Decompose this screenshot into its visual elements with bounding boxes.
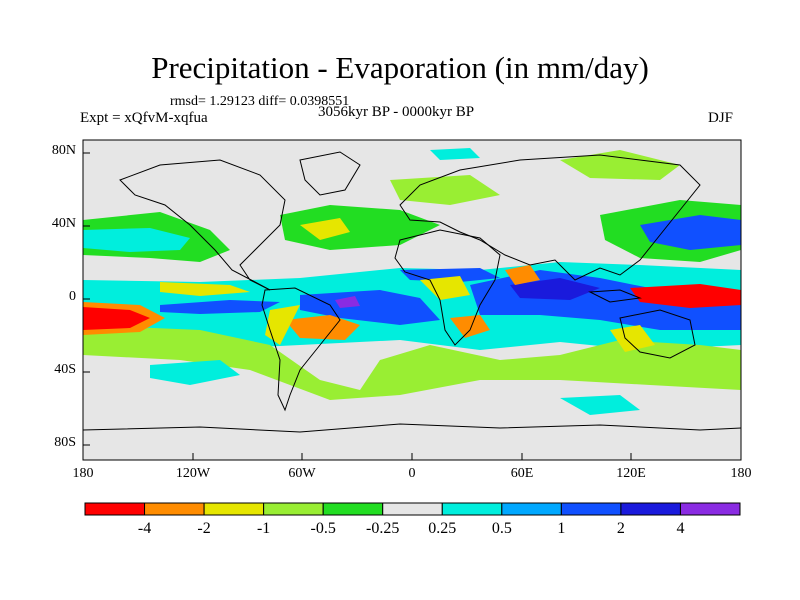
precip-field [83, 148, 741, 415]
field-blue-itcz-atlantic [300, 290, 440, 325]
lon-label-180w: 180 [72, 466, 94, 481]
colorbar-label: 4 [676, 520, 685, 537]
field-red-east-pacific [83, 307, 150, 330]
stats-text: rmsd= 1.29123 diff= 0.0398551 [170, 94, 350, 109]
field-yellow-africa [420, 276, 470, 300]
field-blue-itcz-pacific [160, 300, 280, 314]
colorbar-label: -4 [137, 520, 152, 537]
coast-africa [394, 229, 501, 346]
colorbar-label: 0.25 [428, 520, 457, 537]
colorbar-label: -1 [256, 520, 271, 537]
coastlines [83, 151, 741, 433]
field-green-europe [390, 175, 500, 205]
field-yellow-south-america [265, 305, 300, 345]
lat-label-80n: 80N [51, 143, 76, 158]
coast-north-america [119, 159, 286, 291]
field-purple-atlantic [335, 296, 360, 308]
experiment-label: Expt = xQfvM-xqfua [80, 110, 208, 126]
coast-australia [619, 309, 696, 359]
field-yellow-east-pacific [160, 282, 250, 296]
lon-label-60e: 60E [510, 466, 534, 481]
colorbar-swatch [84, 502, 146, 516]
colorbar [84, 502, 741, 516]
season-label: DJF [708, 110, 734, 126]
field-cyan-nh-pacific [83, 228, 190, 252]
coast-greenland [299, 151, 361, 196]
field-red-west-pacific [630, 284, 741, 308]
field-cyan-south-60 [150, 360, 240, 385]
colorbar-label: -2 [197, 520, 211, 537]
field-darkblue-indian [510, 278, 600, 300]
colorbar-swatch [620, 502, 681, 516]
colorbar-swatch [263, 502, 324, 516]
coast-eurasia [399, 154, 701, 281]
colorbar-label: 1 [557, 520, 566, 537]
axis-ticks [83, 152, 632, 460]
colorbar-label: -0.25 [366, 520, 400, 537]
colorbar-label: 0.5 [491, 520, 512, 537]
field-yellow-nh-atlantic [300, 218, 350, 240]
colorbar-swatch [441, 502, 503, 516]
lon-label-0: 0 [408, 466, 416, 481]
lon-label-60w: 60W [288, 466, 316, 481]
field-orange-africa-south [450, 315, 490, 338]
field-blue-nw-pacific [640, 215, 741, 250]
coast-antarctica [83, 423, 741, 433]
colorbar-swatch [322, 502, 384, 516]
figure-title: Precipitation - Evaporation (in mm/day) [151, 50, 649, 85]
colorbar-swatch [382, 502, 443, 516]
colorbar-swatch [144, 502, 205, 516]
coast-indonesia [588, 289, 642, 303]
field-green-asia-north [560, 150, 680, 180]
colorbar-swatch [679, 502, 741, 516]
field-cyan-south-atlantic [560, 395, 640, 415]
field-orange-india [505, 265, 540, 285]
colorbar-swatch [560, 502, 622, 516]
lon-label-120w: 120W [175, 466, 211, 481]
lat-label-40s: 40S [54, 362, 76, 377]
period-label: 3056kyr BP - 0000kyr BP [318, 104, 475, 120]
lon-label-180e: 180 [730, 466, 752, 481]
colorbar-swatch [203, 502, 265, 516]
colorbar-label: -0.5 [310, 520, 336, 537]
lon-label-120e: 120E [616, 466, 646, 481]
field-orange-south-america [285, 315, 360, 340]
field-cyan-arctic [430, 148, 480, 160]
colorbar-swatch [501, 502, 562, 516]
colorbar-label: 2 [616, 520, 625, 537]
field-green-south-tropics [83, 325, 741, 400]
field-yellow-australia [610, 325, 655, 352]
lat-label-40n: 40N [51, 216, 76, 231]
lat-label-0: 0 [69, 289, 76, 304]
coast-south-america [261, 287, 341, 412]
lat-label-80s: 80S [54, 435, 76, 450]
